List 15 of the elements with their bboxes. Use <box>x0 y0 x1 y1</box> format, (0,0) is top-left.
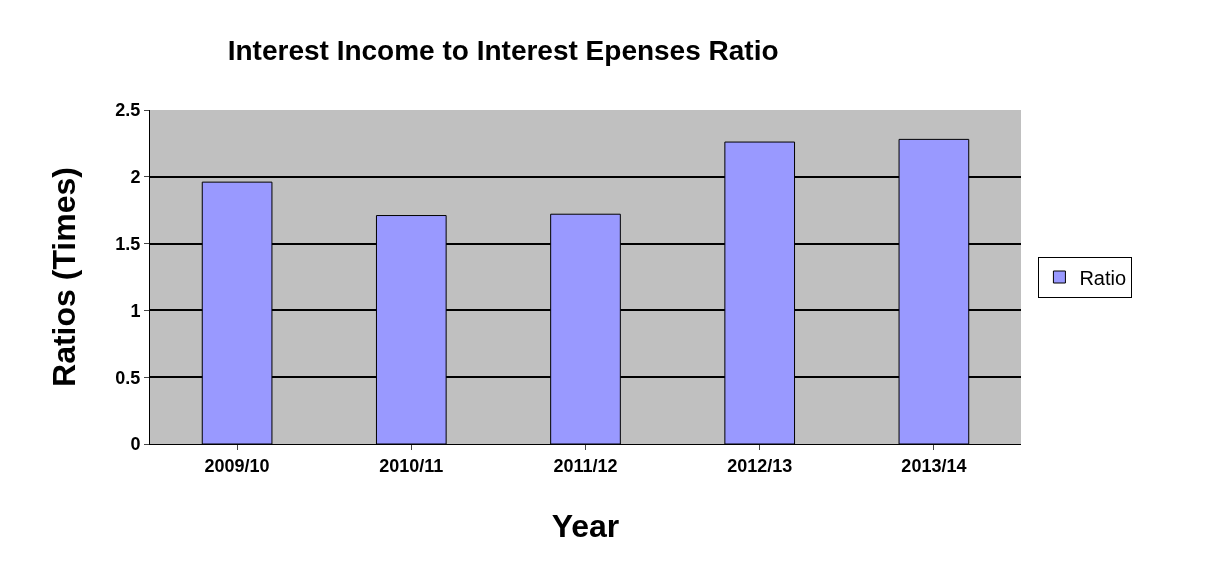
x-tick-label: 2013/14 <box>901 455 967 476</box>
x-axis-title: Year <box>551 508 620 545</box>
legend-label: Ratio <box>1079 266 1127 289</box>
y-tick-label: 1 <box>130 300 141 321</box>
y-axis-title: Ratios (Times) <box>45 167 82 387</box>
chart-title: Interest Income to Interest Epenses Ratio <box>227 34 779 66</box>
y-tick-label: 2.5 <box>115 100 141 121</box>
y-tick-label: 2 <box>130 167 141 188</box>
x-tick-label: 2010/11 <box>379 455 444 476</box>
x-tick-label: 2009/10 <box>204 455 270 476</box>
y-tick-label: 0.5 <box>115 367 141 388</box>
x-tick-label: 2011/12 <box>553 455 618 476</box>
y-tick-label: 1.5 <box>115 233 141 254</box>
y-tick-label: 0 <box>130 434 141 455</box>
x-tick-label: 2012/13 <box>727 455 793 476</box>
